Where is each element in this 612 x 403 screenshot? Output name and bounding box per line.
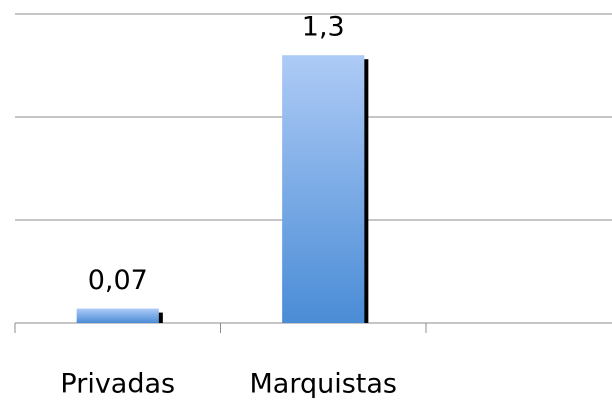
x-tick-label: Marquistas <box>250 369 398 400</box>
bar <box>282 55 365 323</box>
value-label: 0,07 <box>88 265 148 296</box>
bar <box>76 308 159 323</box>
value-label: 1,3 <box>302 12 345 43</box>
x-tick-label: Privadas <box>60 369 175 400</box>
